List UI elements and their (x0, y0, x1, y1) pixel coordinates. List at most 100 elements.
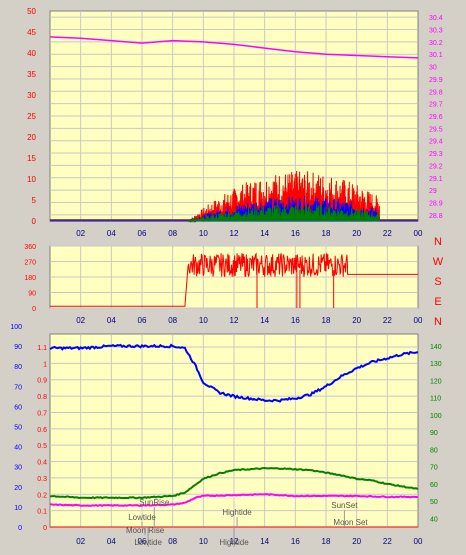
tick-label-windspeed: 15 (27, 154, 36, 163)
series-temperature (49, 466, 419, 500)
tick-label-hour: 20 (352, 316, 361, 325)
annotation-label: Lowtide (128, 513, 156, 522)
tick-label-hour: 04 (107, 229, 116, 238)
tick-label-barometer: 29 (429, 188, 437, 195)
tick-label-humidity: 30 (14, 465, 22, 472)
tick-label-temperature: 80 (430, 447, 438, 454)
tick-label-rainfall: 0.8 (37, 394, 47, 401)
tick-label-temperature: 70 (430, 465, 438, 472)
tick-label-windspeed: 35 (27, 70, 36, 79)
tick-label-barometer: 29.9 (429, 77, 443, 84)
tick-label-temperature: 110 (430, 396, 441, 403)
tick-label-hour: 20 (352, 537, 361, 546)
tick-label-hour: 00 (414, 229, 423, 238)
tick-label-temperature: 130 (430, 361, 442, 368)
tick-label-hour: 22 (383, 316, 392, 325)
series-wind-direction (50, 252, 418, 307)
tick-label-humidity: 90 (14, 344, 22, 351)
tick-label-hour: 10 (199, 537, 208, 546)
tick-label-humidity: 50 (14, 425, 22, 432)
tick-label-temperature: 60 (430, 482, 438, 489)
tick-label-temperature: 40 (430, 516, 438, 523)
tick-label-windspeed: 5 (32, 196, 37, 205)
series-dew-point (49, 493, 419, 508)
tick-label-hour: 16 (291, 316, 300, 325)
tick-label-barometer: 29.2 (429, 163, 443, 170)
tick-label-direction: 0 (32, 306, 36, 313)
tick-label-rainfall: 0 (43, 525, 47, 532)
compass-label: S (434, 276, 441, 288)
compass-label: N (434, 316, 442, 328)
tick-label-hour: 02 (76, 229, 85, 238)
tick-label-hour: 14 (260, 316, 269, 325)
tick-label-hour: 06 (138, 537, 147, 546)
tick-label-hour: 12 (230, 316, 239, 325)
annotation-label: Lowtide (134, 538, 162, 547)
tick-label-temperature: 100 (430, 413, 442, 420)
tick-label-hour: 14 (260, 229, 269, 238)
tick-label-rainfall: 0.5 (37, 443, 47, 450)
tick-label-barometer: 30.1 (429, 52, 443, 59)
tick-label-temperature: 120 (430, 378, 442, 385)
tick-label-direction: 90 (28, 291, 36, 298)
tick-label-hour: 18 (322, 537, 331, 546)
series-humidity (49, 343, 419, 403)
tick-label-humidity: 40 (14, 445, 22, 452)
tick-label-barometer: 29.3 (429, 151, 443, 158)
tick-label-barometer: 28.9 (429, 200, 443, 207)
tick-label-hour: 08 (168, 229, 177, 238)
tick-label-hour: 00 (414, 316, 423, 325)
tick-label-rainfall: 0.6 (37, 427, 47, 434)
tick-label-temperature: 140 (430, 344, 442, 351)
annotation-label: Hightide (222, 508, 252, 517)
tick-label-windspeed: 50 (27, 7, 36, 16)
tick-label-hour: 08 (168, 316, 177, 325)
tick-label-hour: 00 (414, 537, 423, 546)
tick-label-hour: 04 (107, 316, 116, 325)
tick-label-windspeed: 0 (32, 217, 37, 226)
tick-label-barometer: 29.8 (429, 89, 443, 96)
tick-label-windspeed: 40 (27, 49, 36, 58)
tick-label-humidity: 100 (10, 324, 22, 331)
tick-label-rainfall: 1.1 (37, 345, 47, 352)
tick-label-humidity: 60 (14, 404, 22, 411)
annotation-label: Moon Set (333, 518, 368, 527)
tick-label-humidity: 80 (14, 364, 22, 371)
tick-label-windspeed: 10 (27, 175, 36, 184)
tick-label-rainfall: 1 (43, 361, 47, 368)
tick-label-barometer: 30.4 (429, 15, 443, 22)
tick-label-rainfall: 0.1 (37, 509, 47, 516)
tick-label-barometer: 29.4 (429, 139, 443, 146)
tick-label-hour: 04 (107, 537, 116, 546)
tick-label-hour: 22 (383, 229, 392, 238)
tick-label-humidity: 70 (14, 384, 22, 391)
tick-label-hour: 02 (76, 537, 85, 546)
compass-label: W (433, 256, 444, 268)
tick-label-hour: 10 (199, 316, 208, 325)
tick-label-barometer: 29.7 (429, 102, 443, 109)
tick-label-barometer: 29.6 (429, 114, 443, 121)
tick-label-windspeed: 45 (27, 28, 36, 37)
annotation-label: Moon Rise (126, 526, 165, 535)
series-wind-average (187, 205, 380, 223)
tick-label-temperature: 50 (430, 499, 438, 506)
tick-label-hour: 08 (168, 537, 177, 546)
tick-label-hour: 06 (138, 316, 147, 325)
tick-label-humidity: 20 (14, 485, 22, 492)
tick-label-hour: 16 (291, 229, 300, 238)
tick-label-temperature: 90 (430, 430, 438, 437)
tick-label-rainfall: 0.7 (37, 410, 47, 417)
tick-label-windspeed: 30 (27, 91, 36, 100)
compass-label: N (434, 236, 442, 248)
tick-label-hour: 06 (138, 229, 147, 238)
tick-label-rainfall: 0.2 (37, 492, 47, 499)
annotation-label: SunRise (139, 498, 170, 507)
tick-label-direction: 360 (24, 244, 36, 251)
tick-label-barometer: 29.1 (429, 176, 443, 183)
tick-label-barometer: 28.8 (429, 213, 443, 220)
tick-label-direction: 270 (24, 260, 36, 267)
compass-label: E (434, 296, 441, 308)
annotation-label: SunSet (331, 501, 358, 510)
series-barometer (49, 36, 419, 59)
